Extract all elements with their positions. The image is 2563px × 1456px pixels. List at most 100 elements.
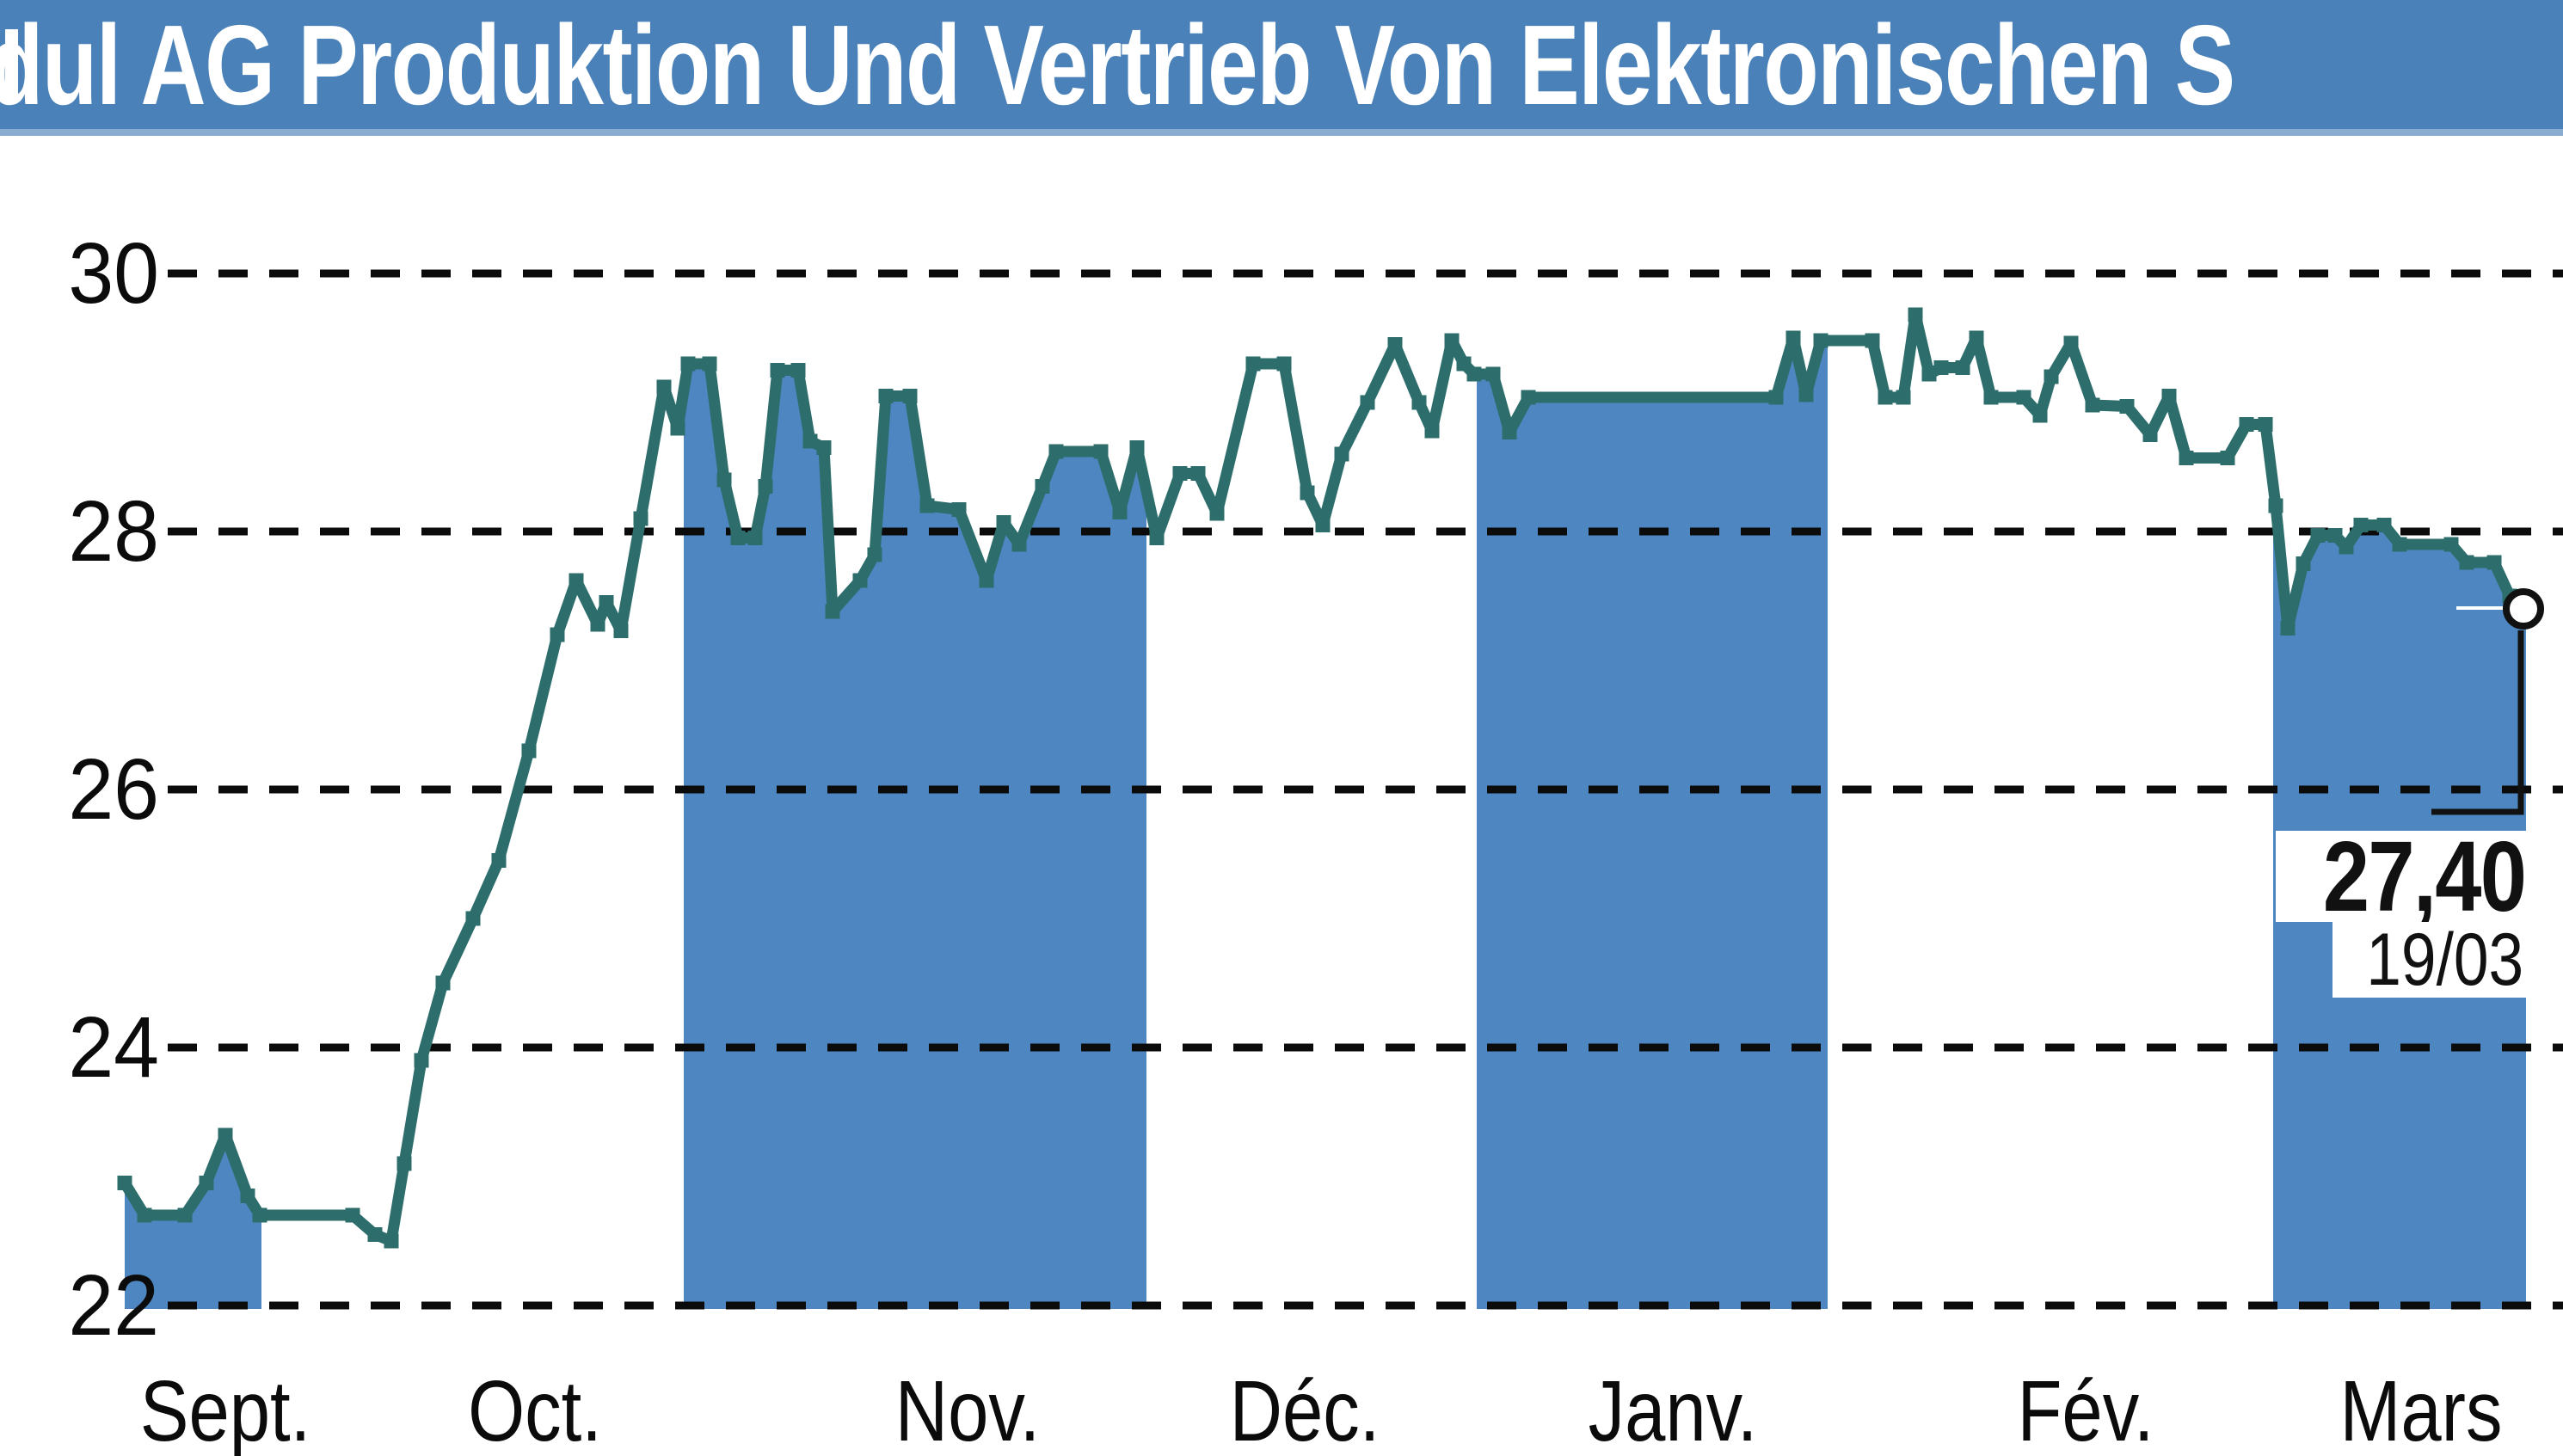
data-point xyxy=(2220,451,2235,465)
data-point xyxy=(2142,427,2158,442)
data-point xyxy=(1149,531,1165,545)
y-axis-label-26: 26 xyxy=(68,741,159,838)
data-point xyxy=(240,1189,255,1203)
data-point xyxy=(802,433,818,449)
data-point xyxy=(1424,423,1440,439)
data-point xyxy=(1387,337,1403,352)
last-price-box: 27,40 xyxy=(2276,826,2529,926)
data-point xyxy=(1209,506,1225,521)
x-axis-label-Sept: Sept. xyxy=(139,1363,311,1456)
data-point xyxy=(1933,360,1949,375)
data-point xyxy=(1245,356,1261,372)
data-point xyxy=(117,1176,132,1190)
price-line xyxy=(119,309,2526,1247)
data-point xyxy=(1785,330,1801,346)
data-point xyxy=(2486,555,2502,570)
data-point xyxy=(613,624,629,638)
y-axis-label-28: 28 xyxy=(68,483,159,580)
data-point xyxy=(825,604,840,619)
data-point xyxy=(2280,621,2296,636)
x-axis-label-Déc: Déc. xyxy=(1229,1363,1380,1456)
data-point xyxy=(2032,408,2048,423)
data-point xyxy=(2392,537,2407,552)
data-point xyxy=(1129,440,1145,455)
data-point xyxy=(1983,390,1999,405)
data-point xyxy=(1502,425,1517,439)
data-point xyxy=(790,363,806,378)
data-point xyxy=(2161,389,2177,403)
data-point xyxy=(384,1233,399,1249)
data-point xyxy=(218,1127,233,1143)
data-point xyxy=(878,389,894,403)
x-axis-label-Janv: Janv. xyxy=(1588,1363,1758,1456)
clipped-letter-fragment xyxy=(5,29,18,100)
data-point xyxy=(1908,307,1923,323)
data-point xyxy=(2310,528,2326,543)
data-point xyxy=(367,1227,383,1242)
data-point xyxy=(177,1207,193,1223)
data-point xyxy=(902,389,918,403)
data-point xyxy=(1411,395,1427,410)
data-point xyxy=(1896,390,1911,405)
data-point xyxy=(979,573,994,588)
data-point xyxy=(1360,395,1375,410)
data-point xyxy=(1035,479,1050,494)
y-axis-label-22: 22 xyxy=(68,1257,159,1354)
data-point xyxy=(2016,390,2031,405)
data-point xyxy=(2258,417,2273,432)
data-point xyxy=(670,421,685,436)
data-point xyxy=(1813,333,1829,348)
data-point xyxy=(1276,356,1292,372)
data-point xyxy=(137,1207,152,1223)
data-point xyxy=(2119,399,2135,414)
data-point xyxy=(716,472,732,488)
data-point xyxy=(1334,446,1349,462)
x-axis-label-Oct: Oct. xyxy=(468,1363,602,1456)
data-point xyxy=(680,356,696,372)
data-point xyxy=(590,617,605,632)
data-point xyxy=(758,479,773,494)
data-point xyxy=(1955,360,1970,375)
data-point xyxy=(770,363,785,378)
data-point xyxy=(1921,366,1937,382)
price-callout-bracket xyxy=(2431,630,2524,815)
last-price-marker xyxy=(2503,588,2544,630)
data-point xyxy=(414,1053,429,1068)
data-point xyxy=(996,515,1011,530)
last-date-box: 19/03 xyxy=(2333,922,2529,998)
data-point xyxy=(852,573,868,588)
data-point xyxy=(1444,333,1460,348)
data-point xyxy=(730,531,746,545)
data-point xyxy=(491,853,507,868)
data-point xyxy=(2085,397,2100,413)
data-point xyxy=(2376,518,2392,532)
x-axis-label-Nov: Nov. xyxy=(894,1363,1041,1456)
data-point xyxy=(569,573,584,588)
data-point xyxy=(2063,335,2079,351)
data-point xyxy=(345,1207,360,1223)
data-point xyxy=(1878,390,1893,405)
data-point xyxy=(1172,466,1188,481)
chart-title: dul AG Produktion Und Vertrieb Von Elekt… xyxy=(0,2,2235,128)
data-point xyxy=(633,511,648,526)
y-axis-label-24: 24 xyxy=(68,999,159,1096)
data-point xyxy=(2296,556,2311,571)
data-point xyxy=(1768,390,1784,405)
data-point xyxy=(396,1156,412,1171)
data-point xyxy=(252,1207,267,1223)
data-point xyxy=(1485,366,1501,382)
data-point xyxy=(2459,555,2474,570)
data-point xyxy=(1865,333,1880,348)
data-point xyxy=(199,1176,214,1190)
data-point xyxy=(1011,537,1027,552)
data-point xyxy=(702,356,717,372)
data-point xyxy=(867,547,882,562)
data-point xyxy=(2268,498,2283,513)
data-point xyxy=(1190,466,1206,481)
x-axis-label-Fév: Fév. xyxy=(2017,1363,2154,1456)
y-axis-label-30: 30 xyxy=(68,225,159,322)
data-point xyxy=(435,975,451,991)
data-point xyxy=(1300,485,1315,501)
